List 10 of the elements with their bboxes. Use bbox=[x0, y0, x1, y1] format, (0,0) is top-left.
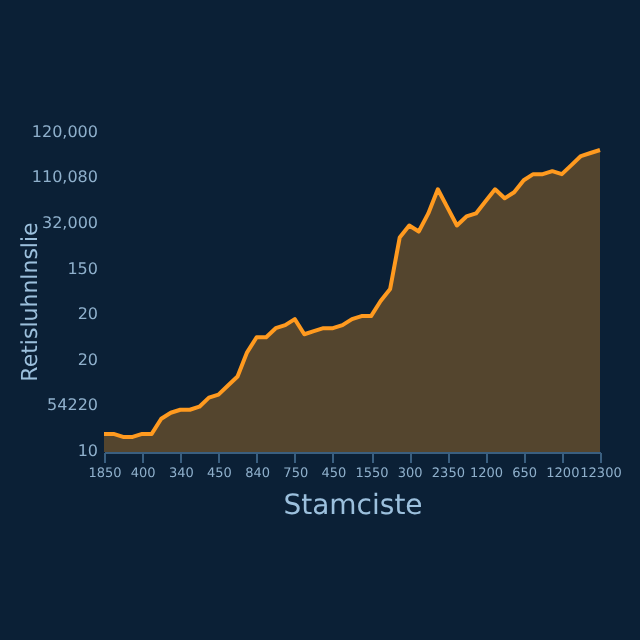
text: 10 bbox=[77, 442, 98, 460]
text: 110,080 bbox=[31, 168, 98, 187]
x-axis-title: Stamciste bbox=[283, 490, 423, 522]
text: 54220 bbox=[47, 396, 98, 415]
text: 32,000 bbox=[42, 214, 98, 232]
text: 120,000 bbox=[31, 122, 98, 141]
text: 20 bbox=[77, 305, 98, 324]
text: 150 bbox=[67, 259, 98, 278]
text: 20 bbox=[77, 350, 98, 369]
y-axis-title: Retisluhnlnslie bbox=[17, 221, 43, 382]
